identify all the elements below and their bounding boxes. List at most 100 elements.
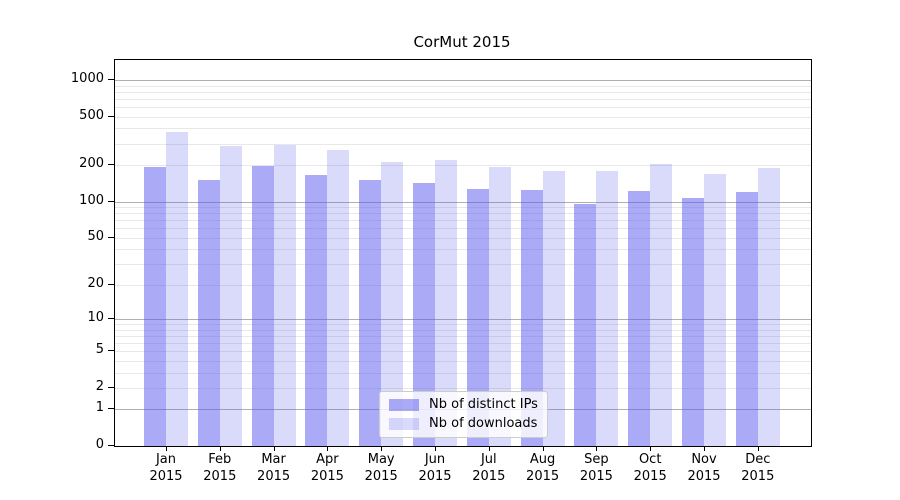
x-tick-label: May 2015 bbox=[353, 451, 409, 485]
bar-distinct-ips bbox=[359, 180, 382, 446]
gridline-minor bbox=[115, 165, 811, 166]
x-tick-label: Apr 2015 bbox=[299, 451, 355, 485]
x-tick-label: Jul 2015 bbox=[461, 451, 517, 485]
bar-downloads bbox=[219, 146, 242, 446]
gridline-minor bbox=[115, 342, 811, 344]
gridline-minor bbox=[115, 335, 811, 337]
y-tick bbox=[108, 386, 114, 388]
bar-downloads bbox=[488, 167, 511, 446]
x-tick-year: 2015 bbox=[687, 469, 721, 484]
chart-title: CorMut 2015 bbox=[413, 33, 511, 51]
gridline-minor bbox=[115, 360, 811, 362]
y-tick bbox=[108, 200, 114, 202]
gridline-minor bbox=[115, 107, 811, 108]
bar-downloads bbox=[704, 173, 726, 446]
bar-downloads bbox=[757, 168, 780, 446]
y-tick bbox=[108, 318, 114, 319]
gridline-minor bbox=[115, 237, 811, 239]
bar-downloads bbox=[435, 159, 457, 446]
x-tick-year: 2015 bbox=[633, 469, 667, 484]
x-tick-year: 2015 bbox=[526, 469, 560, 484]
x-tick bbox=[166, 446, 167, 451]
y-tick bbox=[108, 445, 114, 446]
bar-distinct-ips bbox=[520, 189, 543, 446]
x-tick-year: 2015 bbox=[579, 469, 613, 484]
x-tick bbox=[488, 446, 490, 451]
y-tick-label: 10 bbox=[87, 310, 104, 325]
bar-downloads bbox=[327, 150, 350, 446]
x-tick-label: Jun 2015 bbox=[407, 451, 463, 485]
bar-distinct-ips bbox=[574, 204, 597, 446]
x-tick-label: Dec 2015 bbox=[730, 451, 786, 485]
bar-downloads bbox=[650, 163, 673, 446]
bar-downloads bbox=[273, 145, 296, 446]
x-tick-year: 2015 bbox=[418, 469, 452, 484]
y-tick-label: 200 bbox=[79, 156, 104, 171]
x-tick bbox=[650, 446, 652, 451]
bar-distinct-ips bbox=[251, 165, 274, 446]
legend-swatch-downloads bbox=[389, 418, 419, 430]
gridline-minor bbox=[115, 387, 811, 389]
x-tick bbox=[704, 446, 705, 451]
y-tick-label: 0 bbox=[95, 437, 104, 452]
x-tick-label: Sep 2015 bbox=[568, 451, 624, 485]
y-tick bbox=[108, 408, 114, 410]
gridline-minor bbox=[115, 249, 811, 251]
x-tick bbox=[596, 446, 598, 451]
gridline-major bbox=[115, 201, 811, 203]
x-tick-year: 2015 bbox=[310, 469, 344, 484]
legend-swatch-distinct-ips bbox=[389, 399, 419, 411]
bar-downloads bbox=[381, 162, 404, 446]
x-tick-label: Nov 2015 bbox=[676, 451, 732, 485]
x-tick-year: 2015 bbox=[149, 469, 183, 484]
y-tick-label: 1000 bbox=[70, 70, 104, 86]
bar-downloads bbox=[542, 170, 565, 446]
gridline-minor bbox=[115, 220, 811, 222]
x-tick-year: 2015 bbox=[203, 469, 237, 484]
y-tick-label: 2 bbox=[95, 378, 104, 394]
gridline-major bbox=[115, 79, 811, 81]
legend-item-distinct-ips: Nb of distinct IPs bbox=[389, 397, 538, 413]
x-tick bbox=[273, 446, 275, 451]
y-tick-label: 1 bbox=[95, 400, 104, 416]
x-tick-year: 2015 bbox=[472, 469, 506, 484]
bar-downloads bbox=[166, 131, 188, 446]
x-tick bbox=[381, 446, 383, 451]
y-tick-label: 100 bbox=[79, 192, 104, 208]
y-tick bbox=[108, 115, 114, 117]
gridline-minor bbox=[115, 91, 811, 93]
gridline-minor bbox=[115, 213, 811, 215]
gridline-minor bbox=[115, 372, 811, 374]
x-tick-label: Aug 2015 bbox=[515, 451, 571, 485]
legend: Nb of distinct IPs Nb of downloads bbox=[379, 391, 548, 438]
y-tick bbox=[108, 236, 114, 238]
y-tick-label: 20 bbox=[87, 275, 104, 291]
bar-distinct-ips bbox=[144, 166, 166, 446]
legend-label-distinct-ips: Nb of distinct IPs bbox=[429, 397, 538, 412]
gridline-minor bbox=[115, 85, 811, 87]
gridline-minor bbox=[115, 324, 811, 325]
gridline-minor bbox=[115, 128, 811, 130]
gridline-minor bbox=[115, 351, 811, 353]
x-tick-year: 2015 bbox=[364, 469, 398, 484]
plot-area bbox=[114, 59, 812, 447]
gridline-minor bbox=[115, 329, 811, 331]
x-tick-label: Oct 2015 bbox=[622, 451, 678, 485]
gridline-minor bbox=[115, 116, 811, 118]
y-tick-label: 5 bbox=[95, 342, 104, 358]
bar-distinct-ips bbox=[305, 175, 328, 446]
y-tick-label: 50 bbox=[87, 228, 104, 244]
y-tick bbox=[108, 164, 114, 165]
x-tick-label: Mar 2015 bbox=[246, 451, 302, 485]
gridline-minor bbox=[115, 207, 811, 208]
x-tick bbox=[327, 446, 329, 451]
bar-distinct-ips bbox=[682, 197, 704, 446]
y-tick bbox=[108, 350, 114, 352]
x-tick-year: 2015 bbox=[741, 469, 775, 484]
bar-distinct-ips bbox=[197, 179, 220, 446]
bar-distinct-ips bbox=[735, 191, 758, 446]
bar-distinct-ips bbox=[628, 191, 651, 446]
x-tick bbox=[219, 446, 221, 451]
x-tick bbox=[542, 446, 544, 451]
